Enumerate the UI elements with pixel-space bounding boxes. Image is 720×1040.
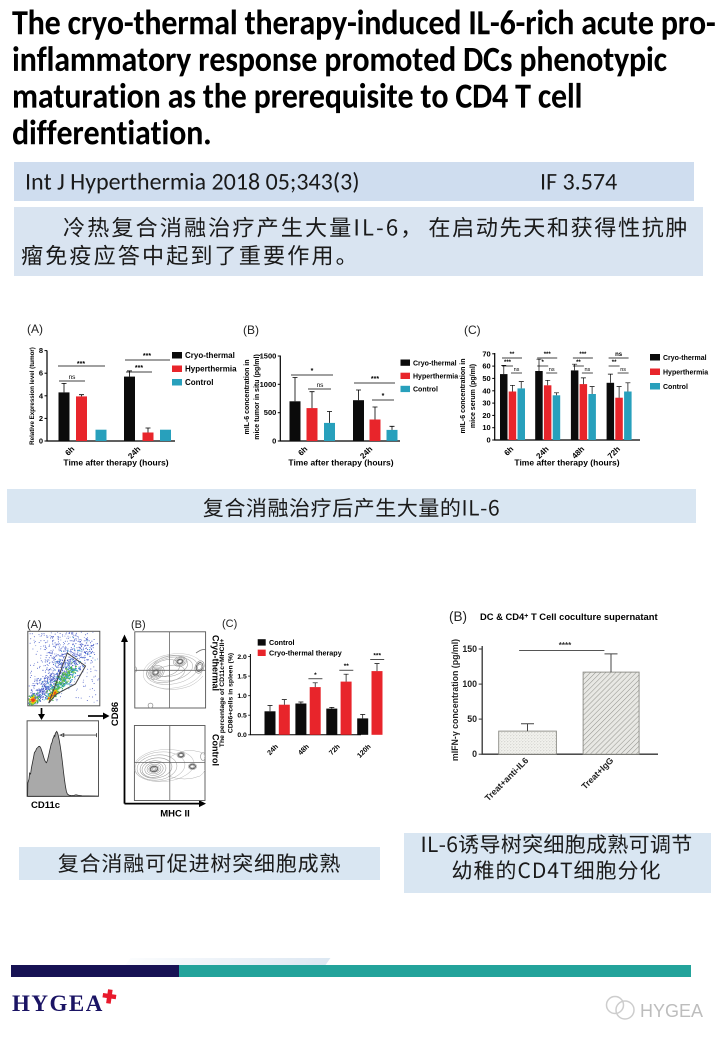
svg-text:50: 50 [467,714,477,724]
svg-text:DC & CD4+ T Cell coculture sup: DC & CD4+ T Cell coculture supernatant [480,611,658,622]
svg-text:Cryo-thermal: Cryo-thermal [663,355,707,362]
svg-text:(C): (C) [222,618,237,630]
svg-text:0: 0 [39,437,43,446]
svg-text:1.0: 1.0 [237,693,247,700]
svg-text:Control: Control [413,387,438,394]
svg-text:Time after therapy (hours): Time after therapy (hours) [63,458,168,468]
svg-text:Control: Control [185,378,213,387]
svg-text:ns: ns [69,374,77,381]
svg-text:(C): (C) [464,323,481,337]
svg-text:*: * [314,672,317,679]
svg-text:ns: ns [549,367,555,373]
svg-text:Hyperthermia: Hyperthermia [663,370,708,377]
svg-text:10: 10 [482,423,490,432]
svg-text:***: *** [135,365,143,372]
svg-text:Control: Control [211,734,221,766]
svg-text:Hyperthermia: Hyperthermia [413,374,458,381]
svg-text:mIFN-γ concentration (pg/ml): mIFN-γ concentration (pg/ml) [450,639,460,761]
svg-text:The percentage of CD11c+MHCII+: The percentage of CD11c+MHCII+ [219,639,226,747]
svg-text:60: 60 [482,362,490,371]
svg-text:Time after therapy (hours): Time after therapy (hours) [514,458,619,468]
svg-text:mice serum (pg/ml): mice serum (pg/ml) [470,364,477,428]
svg-text:CD86+cells in spleen (%): CD86+cells in spleen (%) [228,653,235,733]
svg-text:(A): (A) [27,619,42,631]
svg-text:ns: ns [620,367,626,373]
svg-text:***: *** [371,376,379,383]
svg-text:2.0: 2.0 [237,654,247,661]
svg-text:CD86: CD86 [110,702,121,726]
svg-text:0: 0 [272,437,276,446]
svg-text:(B): (B) [243,323,259,337]
svg-text:1000: 1000 [260,380,277,389]
svg-text:(A): (A) [27,322,43,336]
svg-text:8: 8 [39,346,43,355]
svg-text:***: *** [504,360,512,366]
svg-text:mIL-6 concentration in: mIL-6 concentration in [460,358,467,433]
svg-text:***: *** [579,352,587,358]
svg-text:Cryo-thermal: Cryo-thermal [185,351,235,360]
svg-text:ns: ns [584,367,590,373]
svg-text:6: 6 [39,369,43,378]
svg-text:150: 150 [462,644,477,654]
svg-text:70: 70 [482,349,490,358]
svg-text:30: 30 [482,399,490,408]
svg-text:*: * [542,360,545,366]
svg-text:CD11c: CD11c [31,800,60,811]
svg-text:Hyperthermia: Hyperthermia [185,365,237,374]
svg-text:500: 500 [264,408,277,417]
svg-text:mIL-6 concentration in: mIL-6 concentration in [244,359,251,434]
svg-text:Cryo-thermal: Cryo-thermal [413,360,457,367]
svg-text:**: ** [510,352,515,358]
svg-text:0: 0 [472,749,477,759]
svg-text:**: ** [344,663,350,670]
svg-text:MHC II: MHC II [160,809,190,820]
svg-text:***: *** [77,361,85,368]
svg-text:Relative Expression level (tum: Relative Expression level (tumor) [29,347,36,445]
svg-text:Cryo-thermal therapy: Cryo-thermal therapy [269,649,342,658]
svg-text:Control: Control [269,638,295,647]
svg-text:(B): (B) [449,609,467,624]
svg-text:1500: 1500 [260,352,277,361]
svg-text:**: ** [612,360,617,366]
svg-text:0: 0 [487,436,491,445]
svg-text:ns: ns [317,382,325,389]
svg-text:20: 20 [482,411,490,420]
svg-text:50: 50 [482,374,490,383]
svg-text:HYGEA: HYGEA [640,1001,703,1021]
svg-text:Cryo-thermal: Cryo-thermal [211,635,221,691]
svg-text:***: *** [143,353,151,360]
svg-text:100: 100 [462,679,477,689]
svg-text:0.5: 0.5 [237,713,247,720]
svg-text:4: 4 [39,391,44,400]
svg-text:**: ** [576,360,581,366]
svg-text:ns: ns [615,352,623,358]
svg-text:***: *** [373,653,381,660]
svg-text:Control: Control [663,384,688,391]
svg-text:*: * [311,368,314,375]
svg-text:****: **** [559,641,572,650]
svg-text:2: 2 [39,414,43,423]
svg-text:ns: ns [514,367,520,373]
svg-text:0.0: 0.0 [237,732,247,739]
svg-text:1.5: 1.5 [237,673,247,680]
svg-text:*: * [382,393,385,400]
svg-text:(B): (B) [131,619,146,631]
svg-text:Time after therapy (hours): Time after therapy (hours) [288,458,393,468]
svg-text:mice tumor in situ (pg/ml): mice tumor in situ (pg/ml) [254,354,261,440]
svg-text:40: 40 [482,386,490,395]
svg-text:***: *** [544,352,552,358]
